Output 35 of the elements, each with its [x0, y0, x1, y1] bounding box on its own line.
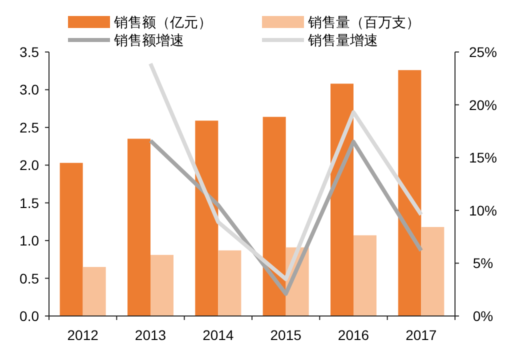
bar — [421, 226, 444, 316]
bar — [127, 138, 150, 316]
y-tick-label: 1.5 — [20, 194, 40, 211]
bar — [398, 70, 422, 316]
y-tick-label: 2.5 — [20, 119, 40, 136]
y2-tick-label: 25% — [468, 44, 498, 60]
x-tick-label: 2014 — [202, 327, 234, 343]
y-tick-label: 3.0 — [20, 82, 40, 98]
y-tick-label: 0.0 — [20, 308, 40, 324]
y-tick-label: 2.0 — [20, 157, 40, 174]
x-tick-label: 2012 — [67, 327, 99, 343]
y2-tick-label: 15% — [468, 150, 498, 166]
y2-tick-label: 5% — [472, 255, 494, 272]
x-tick-label: 2013 — [134, 327, 166, 343]
bar — [218, 250, 242, 316]
y-tick-label: 3.5 — [20, 44, 40, 60]
legend-label: 销售额（亿元） — [113, 14, 212, 30]
y2-tick-label: 0% — [472, 308, 494, 324]
x-tick-label: 2015 — [270, 327, 302, 343]
bar — [150, 254, 174, 316]
bar — [60, 162, 83, 316]
y-tick-label: 0.5 — [20, 270, 40, 286]
bar — [195, 120, 218, 316]
legend-label: 销售额增速 — [113, 32, 184, 48]
legend-label: 销售量（百万支） — [307, 14, 420, 30]
x-tick-label: 2016 — [338, 327, 370, 343]
x-tick-label: 2017 — [406, 327, 437, 343]
bar — [330, 84, 354, 316]
y-tick-label: 1.0 — [20, 232, 40, 249]
y2-tick-label: 20% — [468, 96, 498, 113]
bar — [354, 235, 377, 316]
bar — [82, 266, 106, 316]
bar — [262, 116, 286, 316]
y2-tick-label: 10% — [468, 202, 498, 218]
legend-label: 销售量增速 — [307, 32, 378, 48]
